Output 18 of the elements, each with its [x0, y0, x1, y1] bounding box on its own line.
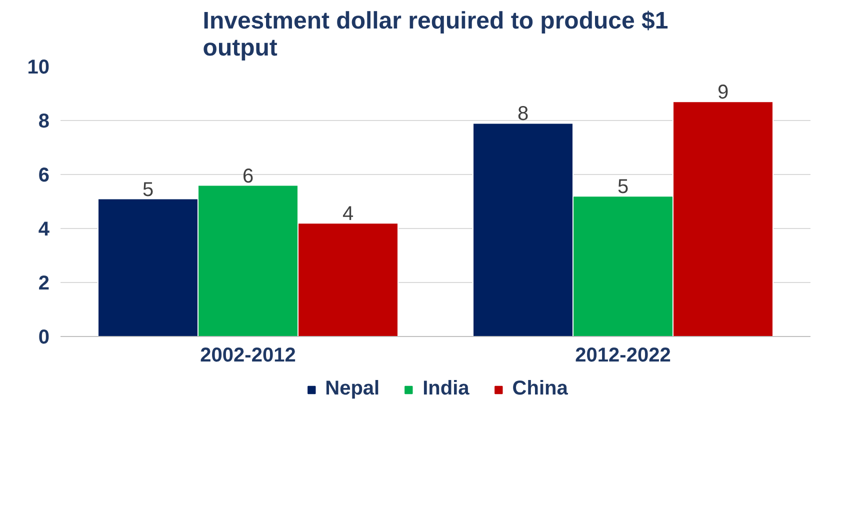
data-label: 4 — [342, 203, 354, 226]
data-label: 5 — [142, 178, 154, 201]
y-tick-label: 10 — [27, 56, 50, 78]
legend-label: Nepal — [325, 378, 380, 400]
legend-label: China — [512, 378, 568, 400]
y-tick-label: 2 — [38, 272, 50, 294]
data-label: 5 — [617, 176, 629, 198]
x-tick-label: 2012-2022 — [575, 344, 671, 366]
y-tick-label: 4 — [38, 218, 50, 240]
data-label: 6 — [242, 165, 254, 188]
y-tick-label: 8 — [38, 110, 50, 132]
x-tick-label: 2002-2012 — [200, 344, 296, 366]
legend-label: India — [422, 378, 470, 400]
y-tick-label: 6 — [38, 164, 50, 186]
data-label: 9 — [717, 82, 729, 104]
data-label: 8 — [517, 103, 529, 126]
chart-title: Investment dollar required to produce $1 output — [202, 8, 668, 62]
y-tick-label: 0 — [38, 326, 50, 348]
